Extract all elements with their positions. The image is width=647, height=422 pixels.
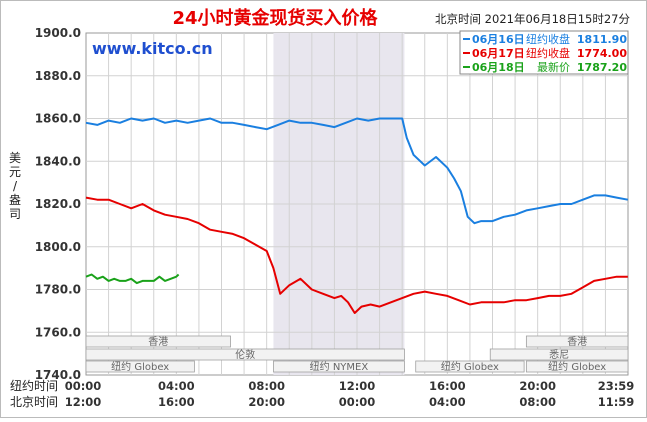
x-tick-label: 12:00 [65,395,102,409]
x-tick-label: 08:00 [248,379,285,393]
x-tick-label: 04:00 [158,379,195,393]
y-tick-label: 1760.0 [35,325,81,339]
series-line-1 [85,117,628,225]
session-newyork-nymex-bar [273,360,405,373]
x-tick-label: 08:00 [519,395,556,409]
x-tick-label: 16:00 [158,395,195,409]
legend-label: 纽约收盘 [526,46,570,60]
y-tick-label: 1840.0 [35,154,81,168]
session-london-label: 伦敦 [235,348,255,361]
site-watermark: www.kitco.cn [92,39,213,58]
session-newyork-nymex-label: 纽约 NYMEX [310,360,369,373]
series-line-2 [85,196,628,314]
session-newyork-globex-2-bar [415,360,525,373]
legend-value: 1787.20 [577,61,627,74]
x-tick-label: 23:59 [598,379,635,393]
session-newyork-globex-2-label: 纽约 Globex [441,360,499,373]
y-axis-label: 美元/盎司 [9,151,21,221]
chart-title: 24小时黄金现货买入价格 [172,7,378,29]
legend-date: 06月17日 [472,47,525,60]
x-row-label: 纽约时间 [10,378,58,393]
y-tick-label: 1860.0 [35,112,81,126]
y-tick-label: 1800.0 [35,240,81,254]
y-tick-label: 1780.0 [35,283,81,297]
x-tick-label: 20:00 [519,379,556,393]
session-hongkong-1-bar [85,335,231,348]
y-tick-label: 1900.0 [35,26,81,40]
series-line-3 [85,273,180,285]
legend-box [459,30,629,75]
x-row-label: 北京时间 [10,395,58,409]
session-newyork-globex-3-label: 纽约 Globex [548,360,606,373]
x-tick-label: 04:00 [429,395,466,409]
session-newyork-globex-1-label: 纽约 Globex [111,360,169,373]
session-newyork-globex-3-bar [525,360,629,373]
legend-date: 06月18日 [472,61,525,74]
legend-label: 纽约收盘 [526,32,570,46]
session-newyork-globex-1-bar [85,360,195,373]
session-london-bar [85,348,405,361]
chart-timestamp: 北京时间 2021年06月18日15时27分 [435,12,630,26]
session-sydney-label: 悉尼 [549,349,569,361]
legend-value: 1774.00 [577,47,627,60]
legend-label: 最新价 [537,60,570,74]
y-tick-label: 1880.0 [35,69,81,83]
legend: 06月16日 纽约收盘 1811.90 06月17日 纽约收盘 1774.00 06月18日… [459,30,629,75]
y-tick-label: 1740.0 [35,368,81,382]
x-tick-label: 11:59 [598,395,635,409]
legend-value: 1811.90 [577,33,627,46]
session-hongkong-2-bar [525,335,629,348]
x-tick-label: 16:00 [429,379,466,393]
legend-date: 06月16日 [472,33,525,46]
y-tick-label: 1820.0 [35,197,81,211]
x-tick-label: 12:00 [339,379,376,393]
session-sydney-bar [489,348,629,361]
session-hongkong-2-label: 香港 [567,336,587,348]
session-hongkong-1-label: 香港 [148,336,168,348]
x-tick-label: 20:00 [248,395,285,409]
x-tick-label: 00:00 [339,395,376,409]
x-tick-label: 00:00 [65,379,102,393]
